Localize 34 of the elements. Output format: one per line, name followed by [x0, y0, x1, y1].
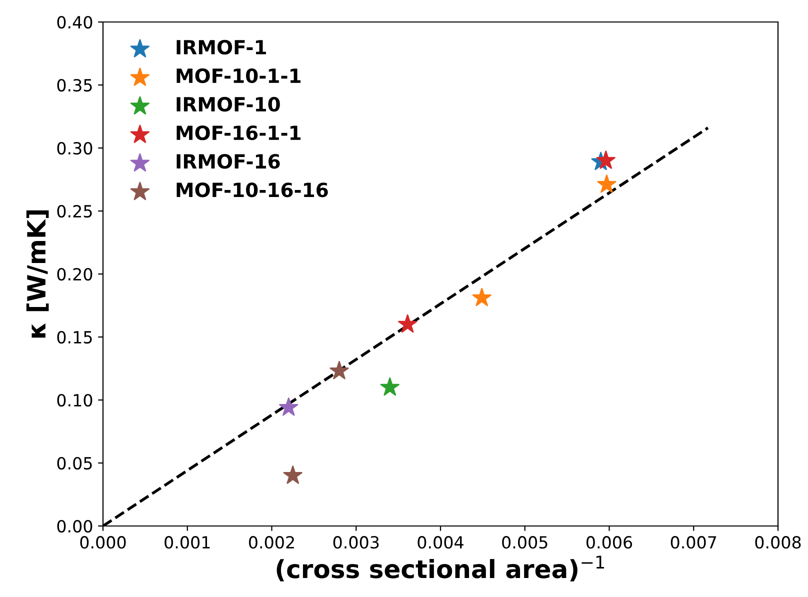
y-tick-label: 0.00: [57, 520, 92, 533]
legend-label: IRMOF-16: [176, 154, 280, 169]
y-tick-label: 0.40: [57, 16, 92, 29]
point: [398, 314, 418, 333]
point: [279, 398, 298, 416]
y-tick-label: 0.20: [57, 268, 92, 281]
legend-label: IRMOF-1: [176, 40, 266, 55]
y-tick-label: 0.15: [57, 330, 92, 344]
y-tick-label: 0.05: [57, 456, 92, 470]
x-tick-label: 0.005: [502, 536, 548, 549]
point: [597, 174, 616, 193]
legend-label: MOF-16-1-1: [176, 125, 300, 140]
point: [472, 288, 492, 306]
legend-label: MOF-10-1-1: [176, 68, 300, 84]
x-tick-label: 0.002: [248, 536, 294, 549]
legend-label: MOF-10-16-16: [176, 182, 328, 198]
y-tick-label: 0.30: [57, 142, 92, 155]
x-tick-label: 0.004: [418, 536, 464, 549]
y-tick-label: 0.35: [57, 78, 92, 92]
point: [283, 466, 302, 484]
x-tick-label: 0.000: [80, 536, 126, 549]
x-tick-label: 0.007: [670, 536, 716, 549]
x-tick-label: 0.006: [586, 536, 632, 549]
y-tick-label: 0.25: [57, 204, 92, 218]
legend-label: IRMOF-10: [176, 96, 280, 112]
x-axis-title: (cross sectional area)$^{−1}$: [276, 556, 604, 582]
y-axis-title: κ [W/mK]: [26, 210, 49, 338]
x-tick-label: 0.008: [755, 536, 801, 549]
x-tick-label: 0.003: [333, 536, 379, 549]
y-tick-label: 0.10: [57, 394, 92, 407]
point: [596, 150, 616, 169]
point: [330, 361, 349, 380]
point: [380, 377, 400, 396]
x-tick-label: 0.001: [164, 536, 210, 549]
